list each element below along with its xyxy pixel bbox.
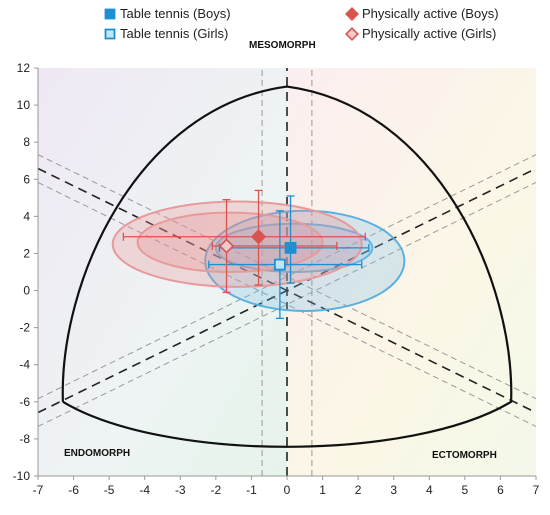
somatochart-boundary [61, 85, 513, 448]
data-point-3 [218, 238, 235, 254]
x-tick-label: -3 [175, 483, 186, 497]
x-tick-label: 7 [533, 483, 540, 497]
axis-line-falling [38, 167, 536, 414]
legend-marker-3 [345, 27, 359, 41]
x-tick-label: -6 [68, 483, 79, 497]
x-tick-label: 6 [497, 483, 504, 497]
x-tick-label: 4 [426, 483, 433, 497]
data-point-0 [284, 241, 297, 254]
x-tick-label: -5 [104, 483, 115, 497]
x-tick-label: 1 [319, 483, 326, 497]
region-label-mesomorph: MESOMORPH [249, 40, 316, 51]
x-tick-label: 0 [284, 483, 291, 497]
legend-marker-2 [345, 7, 359, 21]
error-bars [122, 189, 370, 320]
x-tick-label: 3 [390, 483, 397, 497]
y-tick-label: -10 [13, 469, 31, 483]
legend-marker-0 [104, 8, 116, 20]
legend-marker-1 [104, 28, 116, 40]
x-tick-label: 2 [355, 483, 362, 497]
guide-line-falling-1 [38, 154, 536, 400]
x-tick-label: -4 [139, 483, 150, 497]
legend-label-1: Table tennis (Girls) [120, 26, 228, 41]
helper-lines [38, 68, 536, 476]
region-label-endomorph: ENDOMORPH [64, 448, 130, 459]
legend: Table tennis (Boys) Table tennis (Girls) P… [104, 6, 499, 41]
guide-line-rising-1 [38, 154, 536, 400]
region-label-ectomorph: ECTOMORPH [432, 450, 497, 461]
guide-line-rising-0 [38, 181, 536, 427]
y-tick-label: 4 [23, 209, 30, 223]
x-tick-label: -7 [33, 483, 44, 497]
x-tick-label: -1 [246, 483, 257, 497]
axes: -7 -6 -5 -4 -3 -2 -1 0 1 2 3 4 5 6 7-10-8-6-4-20246810… [13, 61, 540, 497]
markers [218, 229, 297, 271]
data-point-1 [273, 258, 286, 271]
legend-label-0: Table tennis (Boys) [120, 6, 231, 21]
x-tick-label: -2 [211, 483, 222, 497]
plot-background-right [287, 68, 536, 476]
y-tick-label: -4 [19, 358, 30, 372]
y-tick-label: -8 [19, 432, 30, 446]
legend-label-2: Physically active (Boys) [362, 6, 499, 21]
legend-label-3: Physically active (Girls) [362, 26, 496, 41]
y-tick-label: 0 [23, 284, 30, 298]
y-tick-label: -6 [19, 395, 30, 409]
guide-line-falling-0 [38, 181, 536, 427]
y-tick-label: 8 [23, 135, 30, 149]
data-point-2 [250, 229, 267, 245]
y-tick-label: 10 [17, 98, 31, 112]
y-tick-label: 12 [17, 61, 31, 75]
y-tick-label: 6 [23, 172, 30, 186]
y-tick-label: 2 [23, 246, 30, 260]
x-tick-label: 5 [462, 483, 469, 497]
y-tick-label: -2 [19, 321, 30, 335]
